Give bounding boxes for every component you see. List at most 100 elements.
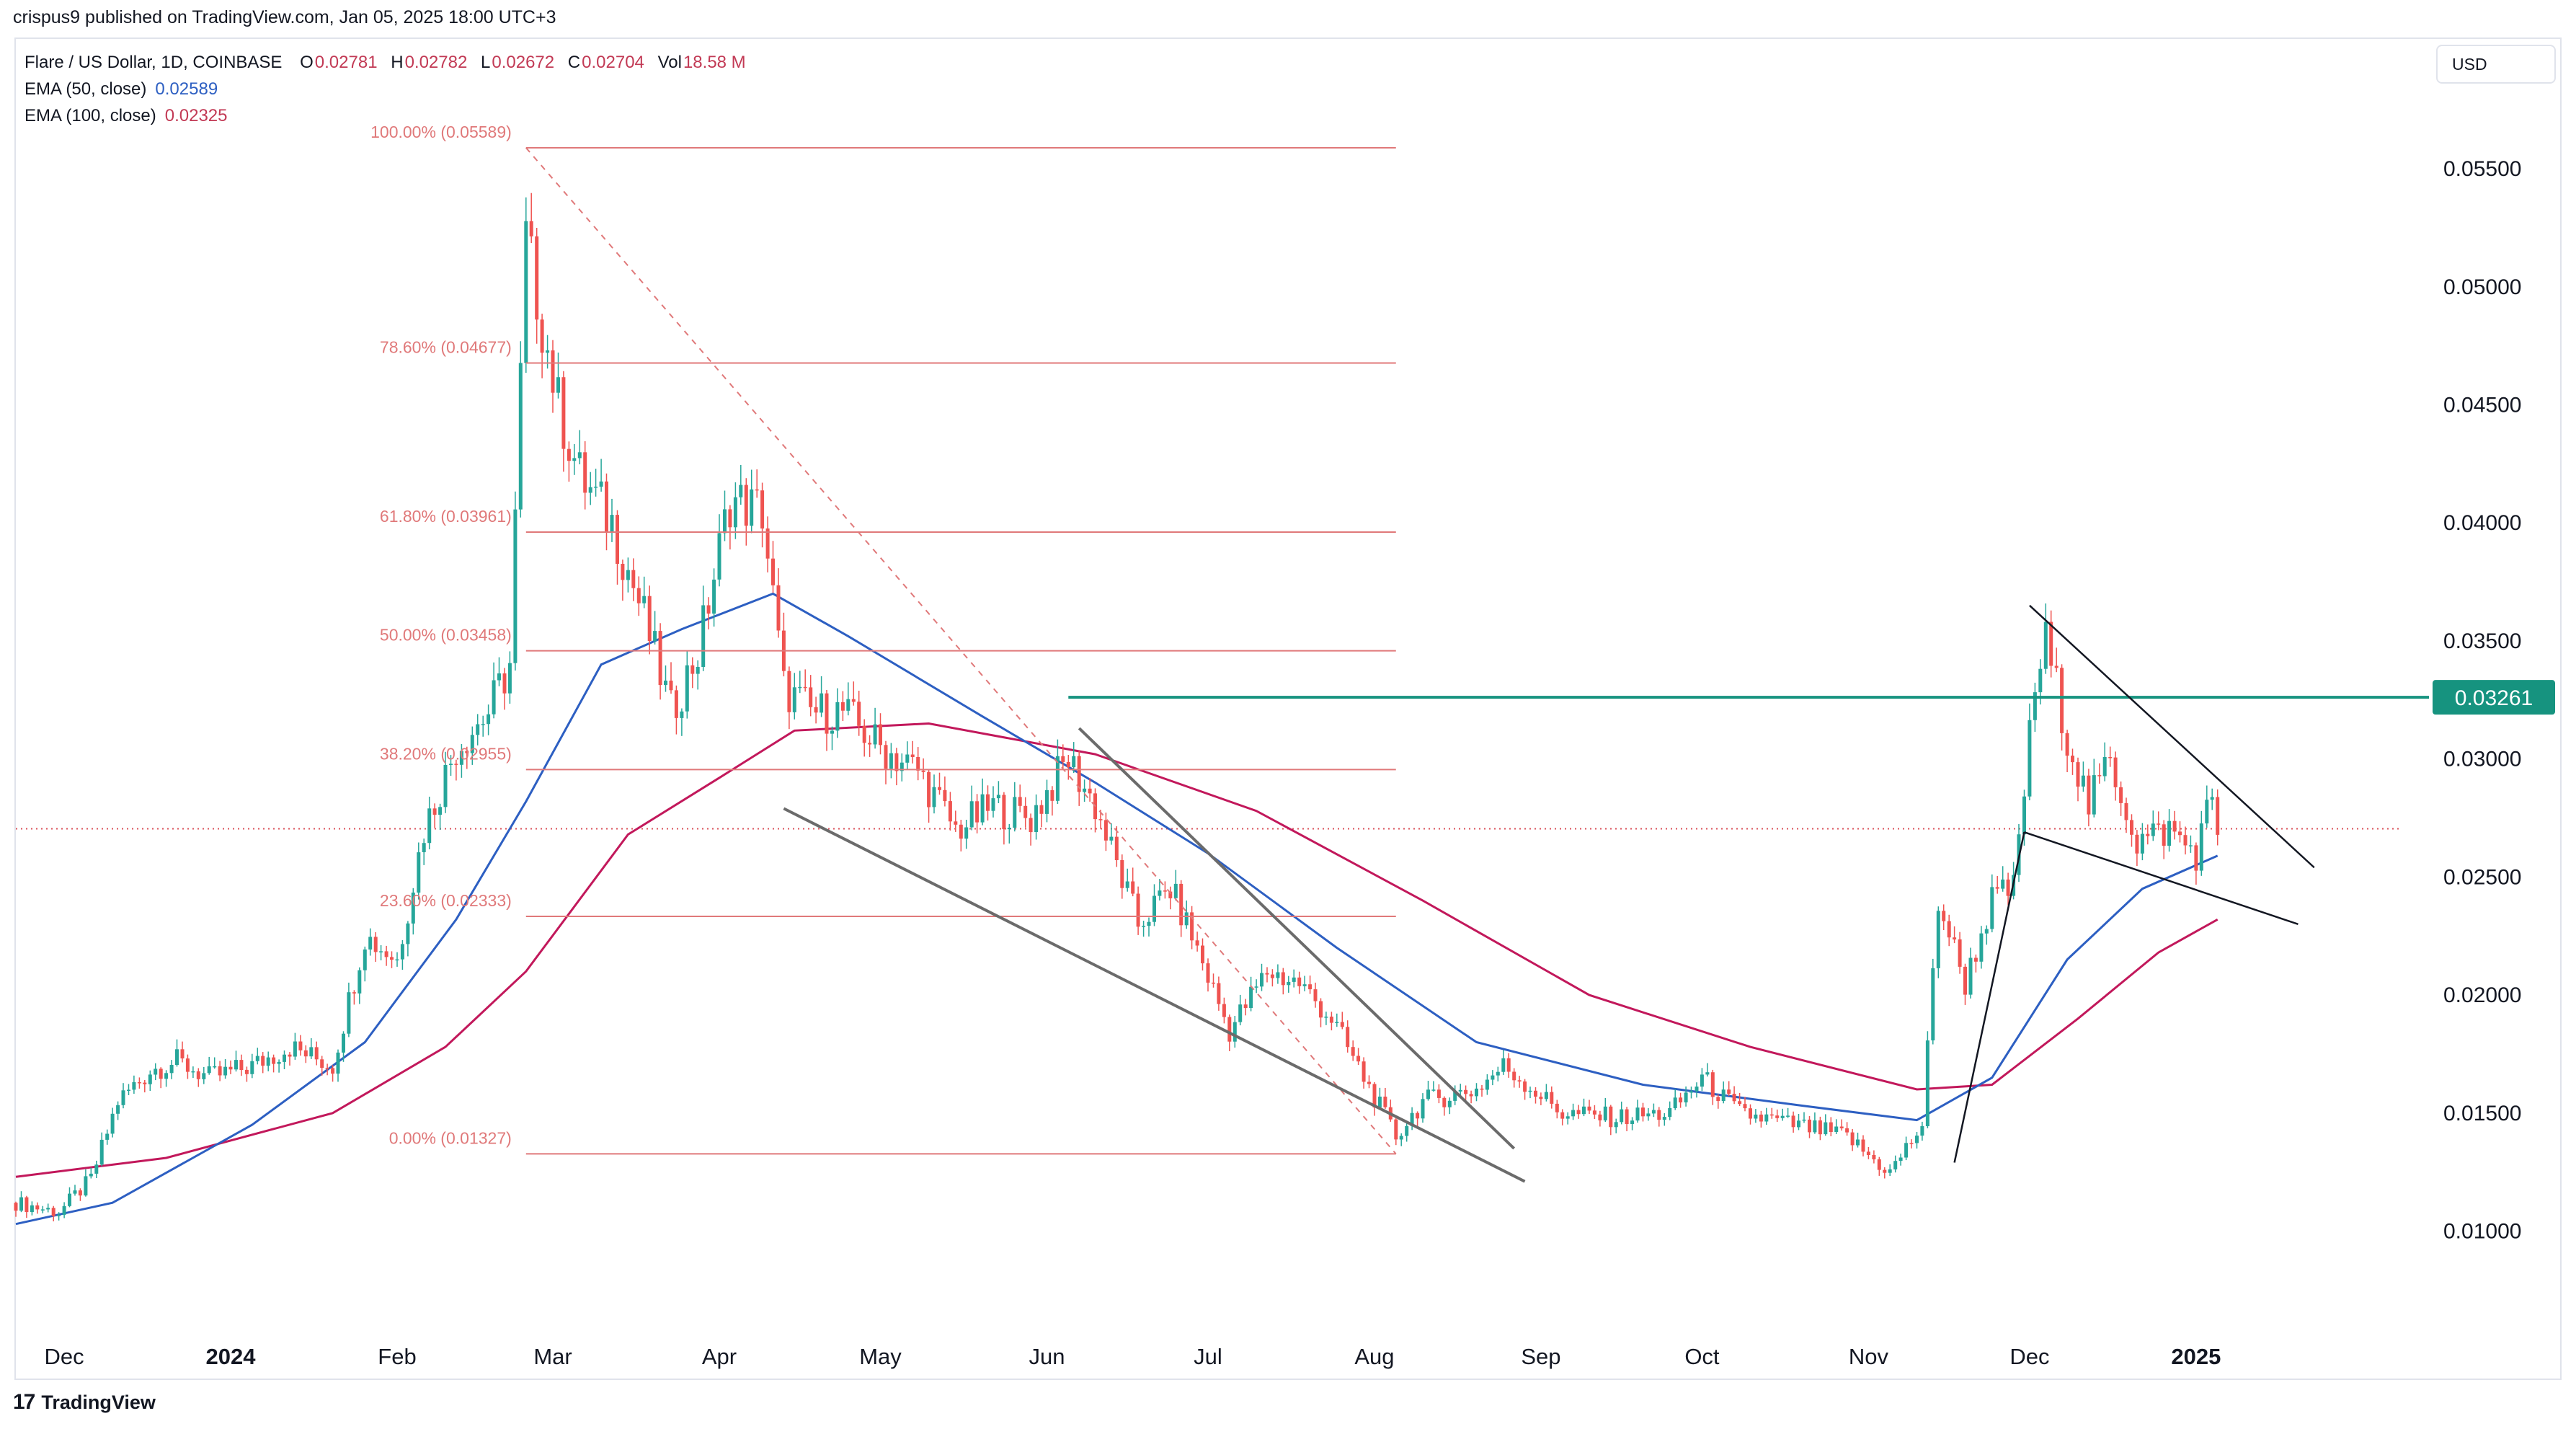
candle-body [30,1205,34,1213]
candle-body [239,1060,244,1070]
candle-body [1646,1113,1651,1117]
candle-body [202,1073,206,1079]
candle-body [159,1069,163,1079]
y-tick-label: 0.05000 [2443,275,2521,299]
candle-body [1421,1099,1425,1119]
candle-body [1260,973,1263,987]
candle-body [121,1090,125,1105]
candle-body [739,485,743,497]
candle-body [1007,828,1011,830]
candle-body [454,764,458,765]
candle-body [1173,883,1178,898]
candle-body [1195,940,1199,946]
candle-body [2124,802,2128,820]
candle-body [621,564,625,580]
legend-ema100-row[interactable]: EMA (100, close) 0.02325 [25,102,755,129]
candle-body [1850,1132,1855,1146]
candle-body [1909,1143,1914,1144]
candle-body [1635,1107,1640,1121]
candle-body [1963,966,1967,995]
candle-body [476,724,480,735]
tradingview-logo[interactable]: 17 TradingView [13,1390,156,1415]
candle-body [1083,788,1087,792]
candle-body [1313,989,1318,1001]
candle-body [1829,1122,1833,1132]
symbol-title[interactable]: Flare / US Dollar, 1D, COINBASE [25,53,283,72]
candle-body [1786,1115,1790,1117]
candle-body [1727,1089,1731,1094]
candle-body [406,923,410,944]
candle-body [572,458,577,461]
candle-body [1050,789,1054,801]
candle-body [417,852,421,893]
candle-body [894,753,899,771]
candle-body [1377,1097,1382,1107]
candle-body [1689,1091,1693,1093]
legend-ema50-row[interactable]: EMA (50, close) 0.02589 [25,76,755,102]
candle-body [862,725,866,743]
x-tick-label: Sep [1521,1344,1560,1369]
flag-pole-trendline [1953,831,2025,1163]
candle-body [1942,911,1946,921]
candle-body [1979,933,1984,962]
fib-level-label: 61.80% (0.03961) [380,507,512,526]
candle-body [900,762,904,771]
candle-body [1147,921,1151,926]
fib-level-label: 23.60% (0.02333) [380,891,512,910]
candle-body [594,487,598,488]
candle-body [277,1061,281,1064]
candle-body [1410,1112,1414,1126]
candle-body [266,1057,270,1066]
candle-body [605,481,608,532]
candle-body [1120,860,1124,888]
candle-body [2135,834,2139,854]
candle-body [1936,911,1940,968]
low-label: L [481,53,491,72]
candle-body [642,596,647,603]
candle-body [40,1209,45,1211]
candle-body [116,1105,120,1114]
candle-body [196,1071,200,1079]
candle-body [1163,890,1167,892]
candle-body [1883,1169,1887,1173]
candle-body [1297,977,1302,986]
candle-body [368,937,373,950]
candle-body [1329,1017,1333,1023]
candle-body [1769,1114,1774,1116]
currency-button[interactable]: USD [2436,45,2556,84]
candle-body [669,681,673,691]
candle-body [2199,823,2203,871]
candle-body [1984,929,1989,934]
candle-body [137,1082,141,1084]
candle-body [25,1197,29,1213]
candle-body [1797,1120,1800,1128]
candle-body [2071,756,2074,763]
y-tick-label: 0.01500 [2443,1102,2521,1125]
candle-body [1103,820,1108,841]
candle-body [1179,883,1183,926]
ema100-value: 0.02325 [164,106,228,125]
chart-frame[interactable] [14,37,2562,1380]
candle-body [320,1059,324,1068]
candle-body [1265,973,1269,975]
candle-body [1270,974,1274,978]
candle-body [868,743,872,745]
candle-body [1125,881,1129,888]
candle-body [1045,789,1049,814]
x-tick-label: Mar [533,1344,572,1369]
candle-body [2178,831,2182,836]
candle-body [1925,1040,1929,1126]
candle-body [765,528,770,559]
candle-body [255,1056,259,1061]
candle-body [1931,968,1935,1040]
candle-body [1888,1169,1892,1173]
candle-body [792,687,796,712]
candle-body [1212,982,1215,984]
candle-body [835,702,840,731]
candle-body [1856,1139,1860,1146]
candle-body [1968,957,1973,995]
candle-body [529,221,533,236]
candle-body [1898,1157,1903,1162]
fib-level-label: 78.60% (0.04677) [380,338,512,357]
